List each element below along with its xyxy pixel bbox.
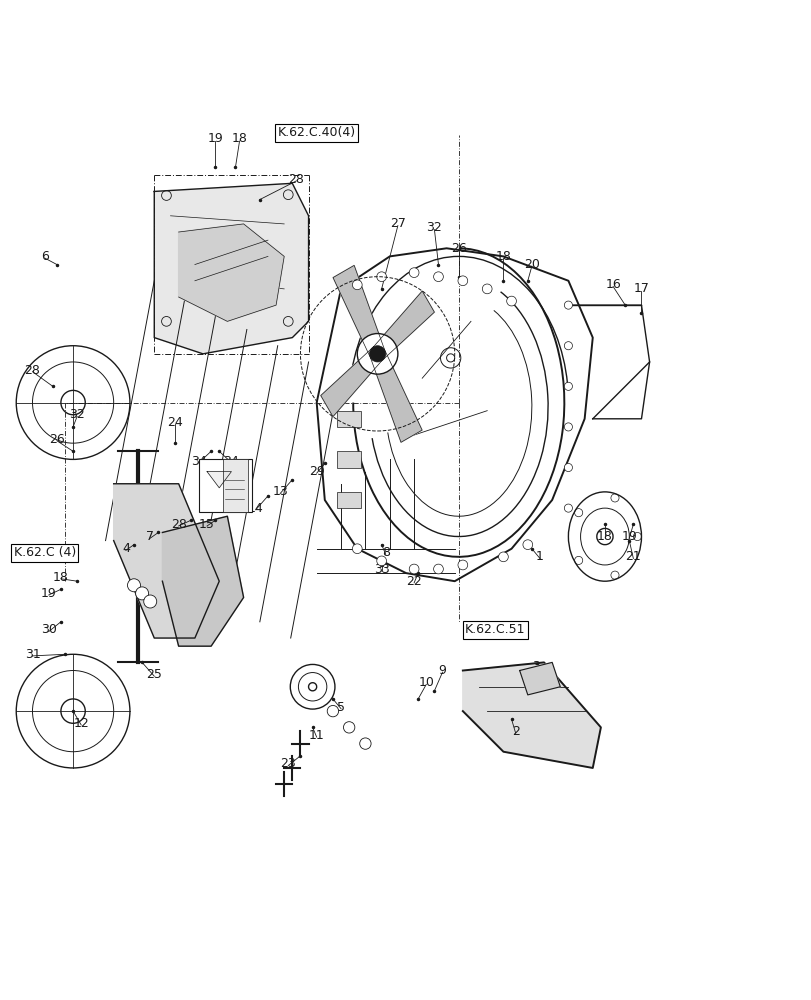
Text: 26: 26 xyxy=(49,433,65,446)
Text: 9: 9 xyxy=(438,664,446,677)
Bar xyxy=(337,411,361,427)
Text: 19: 19 xyxy=(207,132,223,145)
Polygon shape xyxy=(462,662,600,768)
Circle shape xyxy=(144,595,157,608)
Circle shape xyxy=(433,272,443,282)
Text: 27: 27 xyxy=(389,217,406,230)
Text: 17: 17 xyxy=(633,282,649,295)
Circle shape xyxy=(564,342,572,350)
Circle shape xyxy=(409,564,418,574)
Text: 13: 13 xyxy=(272,485,288,498)
Text: 34: 34 xyxy=(191,455,207,468)
Text: 31: 31 xyxy=(24,648,41,661)
Polygon shape xyxy=(162,516,243,646)
Bar xyxy=(223,459,247,512)
Text: 6: 6 xyxy=(41,250,49,263)
Text: K.62.C.51: K.62.C.51 xyxy=(465,623,525,636)
Text: 19: 19 xyxy=(41,587,57,600)
Polygon shape xyxy=(373,291,434,361)
Circle shape xyxy=(352,280,362,290)
Circle shape xyxy=(564,504,572,512)
Text: 1: 1 xyxy=(535,550,543,563)
Text: 16: 16 xyxy=(604,278,620,291)
Polygon shape xyxy=(519,662,560,695)
Polygon shape xyxy=(178,224,284,321)
Circle shape xyxy=(564,423,572,431)
Polygon shape xyxy=(333,265,384,358)
Text: 26: 26 xyxy=(450,242,466,255)
Circle shape xyxy=(376,556,386,566)
Text: 24: 24 xyxy=(166,416,182,429)
Text: 30: 30 xyxy=(41,623,57,636)
Text: 34: 34 xyxy=(223,455,239,468)
Circle shape xyxy=(352,544,362,554)
Text: 3: 3 xyxy=(531,660,539,673)
Circle shape xyxy=(327,705,338,717)
Text: 32: 32 xyxy=(69,408,85,421)
Circle shape xyxy=(457,560,467,570)
Circle shape xyxy=(564,463,572,472)
Text: 22: 22 xyxy=(406,575,422,588)
Circle shape xyxy=(359,738,371,749)
Circle shape xyxy=(482,284,491,294)
Text: 14: 14 xyxy=(247,502,264,515)
Text: 25: 25 xyxy=(146,668,162,681)
Circle shape xyxy=(522,540,532,550)
Circle shape xyxy=(357,334,397,374)
Text: K.62.C.40(4): K.62.C.40(4) xyxy=(277,126,355,139)
Circle shape xyxy=(376,272,386,282)
Polygon shape xyxy=(114,484,219,638)
Text: 18: 18 xyxy=(596,530,612,543)
Circle shape xyxy=(135,587,148,600)
Text: 28: 28 xyxy=(288,173,304,186)
Text: 23: 23 xyxy=(280,757,296,770)
Circle shape xyxy=(506,296,516,306)
Polygon shape xyxy=(370,350,422,442)
Text: 21: 21 xyxy=(624,550,641,563)
Bar xyxy=(337,451,361,468)
Circle shape xyxy=(433,564,443,574)
Text: 29: 29 xyxy=(308,465,324,478)
Text: 12: 12 xyxy=(73,717,89,730)
Bar xyxy=(199,459,251,512)
Circle shape xyxy=(564,301,572,309)
Text: 11: 11 xyxy=(308,729,324,742)
Circle shape xyxy=(457,276,467,286)
Text: 15: 15 xyxy=(199,518,215,531)
Text: K.62.C (4): K.62.C (4) xyxy=(14,546,75,559)
Text: 5: 5 xyxy=(337,701,345,714)
Circle shape xyxy=(409,268,418,278)
Circle shape xyxy=(564,382,572,390)
Text: 20: 20 xyxy=(523,258,539,271)
Text: 10: 10 xyxy=(418,676,434,689)
Text: 28: 28 xyxy=(170,518,187,531)
Polygon shape xyxy=(320,347,381,417)
Text: 32: 32 xyxy=(426,221,442,234)
Text: 18: 18 xyxy=(495,250,511,263)
Text: 8: 8 xyxy=(381,546,389,559)
Text: 2: 2 xyxy=(511,725,519,738)
Text: 33: 33 xyxy=(373,563,389,576)
Circle shape xyxy=(498,552,508,562)
Polygon shape xyxy=(154,183,308,354)
Bar xyxy=(337,492,361,508)
Text: 28: 28 xyxy=(24,364,41,377)
Text: 7: 7 xyxy=(146,530,154,543)
Text: 19: 19 xyxy=(620,530,637,543)
Text: 18: 18 xyxy=(53,571,69,584)
Polygon shape xyxy=(207,472,231,488)
Circle shape xyxy=(343,722,354,733)
Circle shape xyxy=(127,579,140,592)
Text: 18: 18 xyxy=(231,132,247,145)
Text: 4: 4 xyxy=(122,542,130,555)
Circle shape xyxy=(369,346,385,362)
